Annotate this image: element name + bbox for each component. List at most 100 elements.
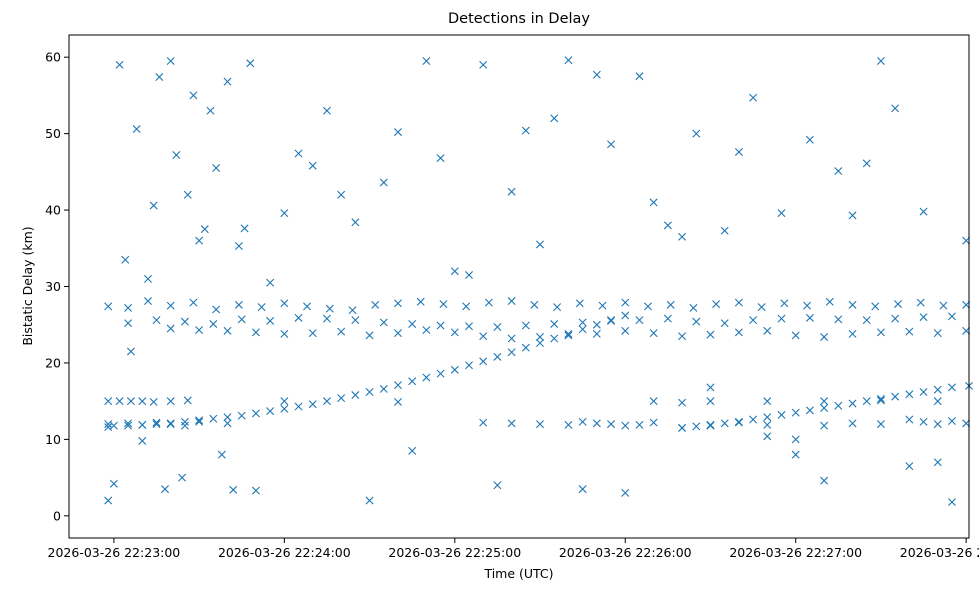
data-point <box>905 327 914 336</box>
data-point <box>820 476 829 485</box>
data-point <box>521 343 530 352</box>
data-point <box>450 267 459 276</box>
data-point <box>124 319 133 328</box>
data-point <box>706 330 715 339</box>
data-point <box>266 316 275 325</box>
data-point <box>578 417 587 426</box>
data-point <box>553 303 562 312</box>
data-point <box>422 57 431 65</box>
data-point <box>763 397 772 406</box>
data-point <box>237 411 246 420</box>
data-point <box>493 352 502 361</box>
series-1 <box>678 381 973 432</box>
data-point <box>607 316 616 325</box>
data-point <box>365 496 374 505</box>
data-point <box>876 328 885 337</box>
data-point <box>780 299 789 308</box>
data-point <box>848 399 857 408</box>
data-point <box>607 140 616 149</box>
data-point <box>149 397 158 406</box>
data-point <box>536 240 545 249</box>
data-point <box>876 57 885 65</box>
data-point <box>757 303 766 312</box>
x-tick-label: 2026-03-26 22:26:00 <box>559 545 692 560</box>
data-point <box>791 435 800 444</box>
data-point <box>933 329 942 338</box>
data-point <box>138 420 147 429</box>
data-point <box>379 178 388 187</box>
data-point <box>166 324 175 333</box>
data-point <box>805 406 814 415</box>
data-point <box>251 409 260 418</box>
data-point <box>183 190 192 199</box>
data-point <box>678 232 687 241</box>
data-point <box>234 241 243 250</box>
data-point <box>450 328 459 337</box>
data-point <box>848 211 857 220</box>
data-point <box>706 383 715 392</box>
data-point <box>916 298 925 307</box>
data-point <box>919 417 928 426</box>
data-point <box>294 149 303 158</box>
data-point <box>124 419 133 428</box>
y-tick-label: 40 <box>45 203 61 218</box>
data-point <box>507 348 516 357</box>
data-point <box>805 313 814 322</box>
data-point <box>280 397 289 406</box>
data-point <box>933 420 942 429</box>
data-point <box>876 394 885 403</box>
data-point <box>635 316 644 325</box>
data-point <box>848 300 857 309</box>
data-point <box>195 416 204 425</box>
data-point <box>598 301 607 310</box>
data-point <box>749 316 758 325</box>
data-point <box>393 329 402 338</box>
data-point <box>209 319 218 328</box>
data-point <box>536 339 545 348</box>
data-point <box>229 485 238 494</box>
y-tick-label: 20 <box>45 355 61 370</box>
data-point <box>439 300 448 309</box>
data-point <box>294 313 303 322</box>
data-point <box>416 297 425 306</box>
data-point <box>575 299 584 308</box>
data-point <box>183 396 192 405</box>
data-point <box>734 147 743 156</box>
data-point <box>578 325 587 334</box>
data-point <box>905 390 914 399</box>
data-point <box>479 332 488 341</box>
data-point <box>550 114 559 123</box>
data-point <box>834 401 843 410</box>
data-point <box>393 299 402 308</box>
data-point <box>155 73 164 82</box>
data-point <box>763 420 772 429</box>
data-point <box>322 397 331 406</box>
data-point <box>905 415 914 424</box>
data-point <box>212 164 221 173</box>
data-point <box>115 60 124 69</box>
data-point <box>919 388 928 396</box>
data-point <box>294 402 303 411</box>
data-point <box>777 314 786 323</box>
x-tick-label: 2026-03-26 22:27:00 <box>729 545 862 560</box>
data-point <box>763 326 772 335</box>
data-point <box>734 418 743 427</box>
data-point <box>379 318 388 327</box>
data-point <box>308 329 317 338</box>
data-point <box>550 319 559 328</box>
data-point <box>132 125 141 134</box>
data-point <box>351 218 360 227</box>
data-point <box>862 159 871 168</box>
data-point <box>180 317 189 326</box>
data-point <box>876 396 885 405</box>
data-point <box>947 498 956 507</box>
y-tick-label: 10 <box>45 432 61 447</box>
data-point <box>195 236 204 245</box>
data-point <box>121 255 130 264</box>
data-point <box>592 419 601 428</box>
data-point <box>124 303 133 312</box>
data-point <box>251 486 260 495</box>
data-point <box>763 413 772 422</box>
chart-title: Detections in Delay <box>448 11 590 27</box>
